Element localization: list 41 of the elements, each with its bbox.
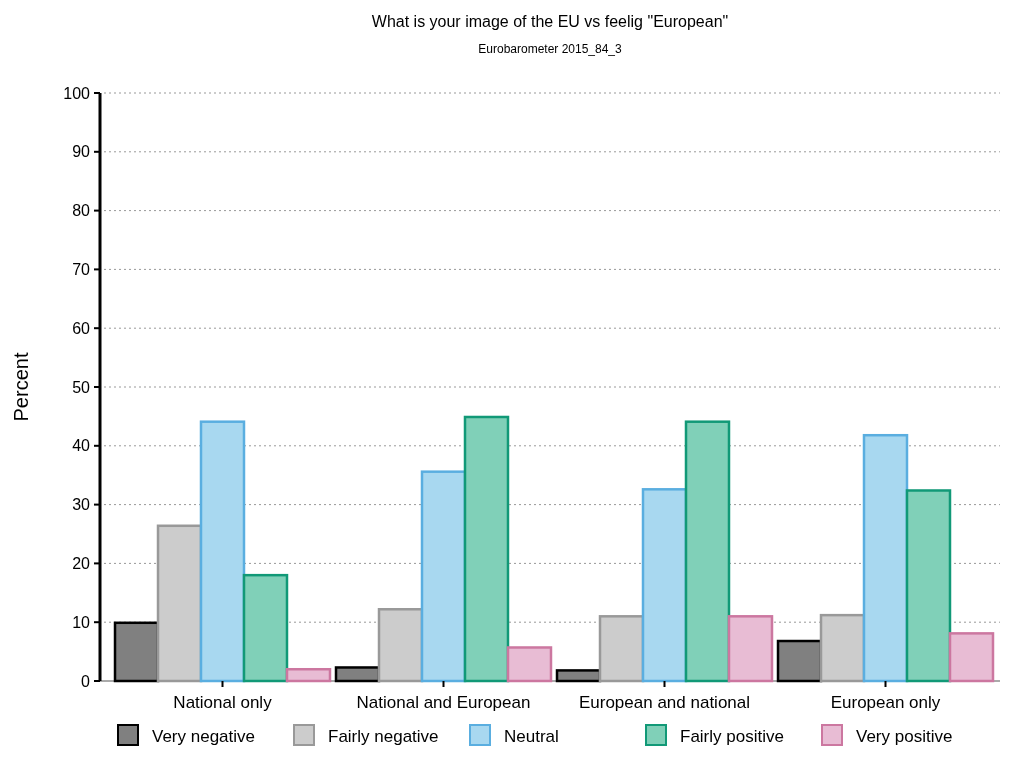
y-tick-label: 50 <box>72 378 91 396</box>
legend-label: Very negative <box>152 726 256 746</box>
legend-label: Very positive <box>856 726 953 746</box>
x-tick-label: National only <box>173 693 273 712</box>
bar <box>555 669 602 683</box>
bar <box>776 639 823 683</box>
bar <box>905 489 952 683</box>
bar <box>285 667 332 683</box>
y-tick-label: 10 <box>72 613 91 631</box>
bar <box>334 666 381 683</box>
bar <box>862 433 909 683</box>
bar <box>199 420 246 683</box>
y-tick-label: 80 <box>72 202 91 220</box>
bar <box>377 608 424 683</box>
bar <box>948 632 995 683</box>
chart-title: What is your image of the EU vs feelig "European" <box>371 13 729 30</box>
y-tick-label: 60 <box>72 319 91 337</box>
bar <box>641 488 688 683</box>
y-tick-label: 30 <box>72 496 91 514</box>
y-tick-label: 0 <box>81 672 91 690</box>
bar <box>113 621 160 683</box>
legend-label: Fairly negative <box>328 726 439 746</box>
y-tick-label: 20 <box>72 555 91 572</box>
bar <box>727 615 774 683</box>
x-tick-label: European only <box>830 693 941 712</box>
y-tick-label: 100 <box>63 84 91 102</box>
y-axis-title: Percent <box>10 352 32 422</box>
legend-label: Fairly positive <box>680 726 784 746</box>
chart-subtitle: Eurobarometer 2015_84_3 <box>478 42 623 56</box>
bar <box>420 470 467 683</box>
y-tick-label: 90 <box>72 143 91 161</box>
bar <box>598 615 645 683</box>
x-tick-label: National and European <box>356 693 531 712</box>
y-tick-label: 40 <box>72 437 91 455</box>
x-tick-label: European and national <box>578 693 751 712</box>
bar <box>506 646 553 683</box>
bar <box>242 573 289 683</box>
bar <box>684 420 731 683</box>
y-tick-label: 70 <box>72 261 91 278</box>
legend-label: Neutral <box>504 726 559 746</box>
bar <box>463 415 510 683</box>
